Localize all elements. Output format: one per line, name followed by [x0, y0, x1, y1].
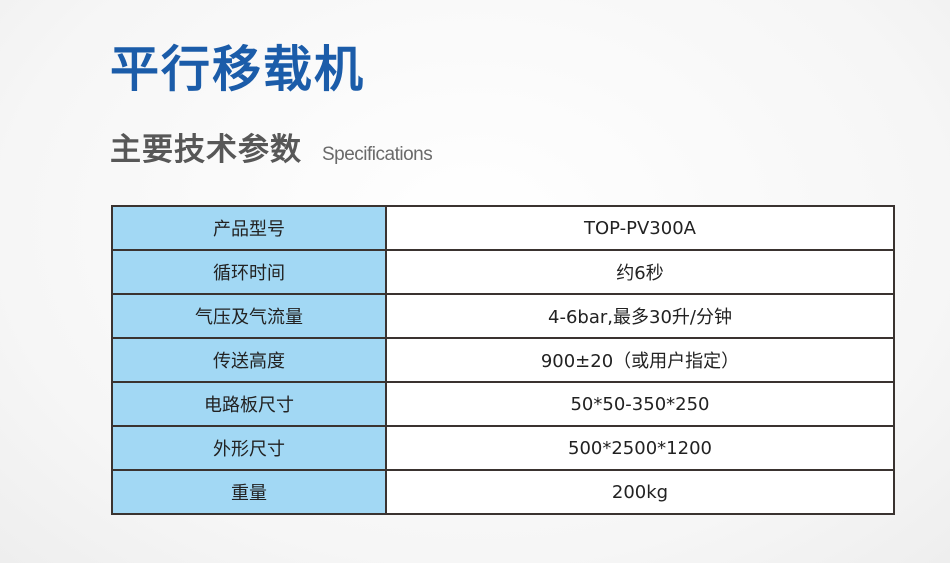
table-row: 传送高度 900±20（或用户指定） [111, 337, 895, 383]
spec-value: 200kg [385, 469, 895, 515]
spec-value: 500*2500*1200 [385, 425, 895, 471]
table-row: 重量 200kg [111, 469, 895, 515]
spec-value: 4-6bar,最多30升/分钟 [385, 293, 895, 339]
spec-label: 传送高度 [111, 337, 387, 383]
spec-value: 50*50-350*250 [385, 381, 895, 427]
table-row: 气压及气流量 4-6bar,最多30升/分钟 [111, 293, 895, 339]
section-heading-cn: 主要技术参数 [110, 132, 302, 168]
table-row: 循环时间 约6秒 [111, 249, 895, 295]
spec-label: 循环时间 [111, 249, 387, 295]
spec-label: 产品型号 [111, 205, 387, 251]
spec-table: 产品型号 TOP-PV300A 循环时间 约6秒 气压及气流量 4-6bar,最多30… [111, 205, 895, 515]
spec-value: 900±20（或用户指定） [385, 337, 895, 383]
table-row: 产品型号 TOP-PV300A [111, 205, 895, 251]
table-row: 外形尺寸 500*2500*1200 [111, 425, 895, 471]
spec-value: 约6秒 [385, 249, 895, 295]
table-row: 电路板尺寸 50*50-350*250 [111, 381, 895, 427]
spec-value: TOP-PV300A [385, 205, 895, 251]
spec-label: 气压及气流量 [111, 293, 387, 339]
spec-label: 电路板尺寸 [111, 381, 387, 427]
spec-label: 重量 [111, 469, 387, 515]
spec-label: 外形尺寸 [111, 425, 387, 471]
section-heading-en: Specifications [322, 144, 433, 165]
section-heading: 主要技术参数 Specifications [110, 124, 433, 169]
page-title: 平行移载机 [110, 41, 366, 98]
